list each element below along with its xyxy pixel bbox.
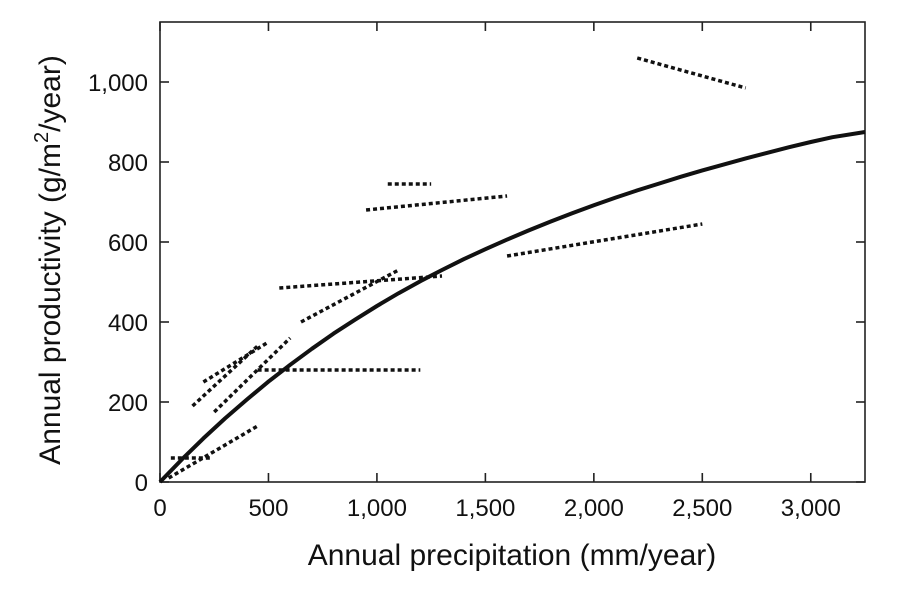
y-axis-title: Annual productivity (g/m2/year): [31, 55, 67, 465]
x-tick-label: 2,500: [672, 495, 732, 522]
x-tick-label: 2,000: [564, 495, 624, 522]
y-axis-title-superscript: 2: [31, 132, 53, 143]
y-tick-label: 0: [135, 470, 148, 497]
y-tick-label: 200: [108, 390, 148, 417]
axis-tick-labels: 0 500 1,000 1,500 2,000 2,500 3,000 0 200 400 600 8…: [88, 70, 841, 522]
dotted-segment: [365, 194, 508, 212]
dotted-segment: [506, 222, 703, 258]
x-tick-label: 1,500: [455, 495, 515, 522]
dotted-segment: [636, 56, 747, 90]
y-axis-title-main: Annual productivity (g/m: [34, 143, 67, 465]
x-tick-label: 1,000: [347, 495, 407, 522]
dotted-segment: [202, 340, 270, 384]
fitted-curve-line: [158, 130, 866, 484]
dotted-segment: [167, 424, 259, 480]
plot-frame: [159, 21, 866, 483]
y-tick-label: 800: [108, 150, 148, 177]
y-tick-label: 1,000: [88, 70, 148, 97]
y-axis-title-tail: /year): [34, 55, 67, 132]
x-tick-label: 500: [248, 495, 288, 522]
fitted-curve: [158, 130, 866, 484]
y-tick-label: 600: [108, 230, 148, 257]
axis-ticks: [159, 22, 865, 483]
dotted-segment: [279, 274, 443, 290]
dotted-segment: [300, 268, 400, 324]
dotted-segments: [167, 56, 747, 480]
x-axis-title: Annual precipitation (mm/year): [308, 539, 717, 572]
y-tick-label: 400: [108, 310, 148, 337]
dotted-segment: [213, 336, 292, 414]
x-tick-label: 0: [153, 495, 166, 522]
x-tick-label: 3,000: [781, 495, 841, 522]
